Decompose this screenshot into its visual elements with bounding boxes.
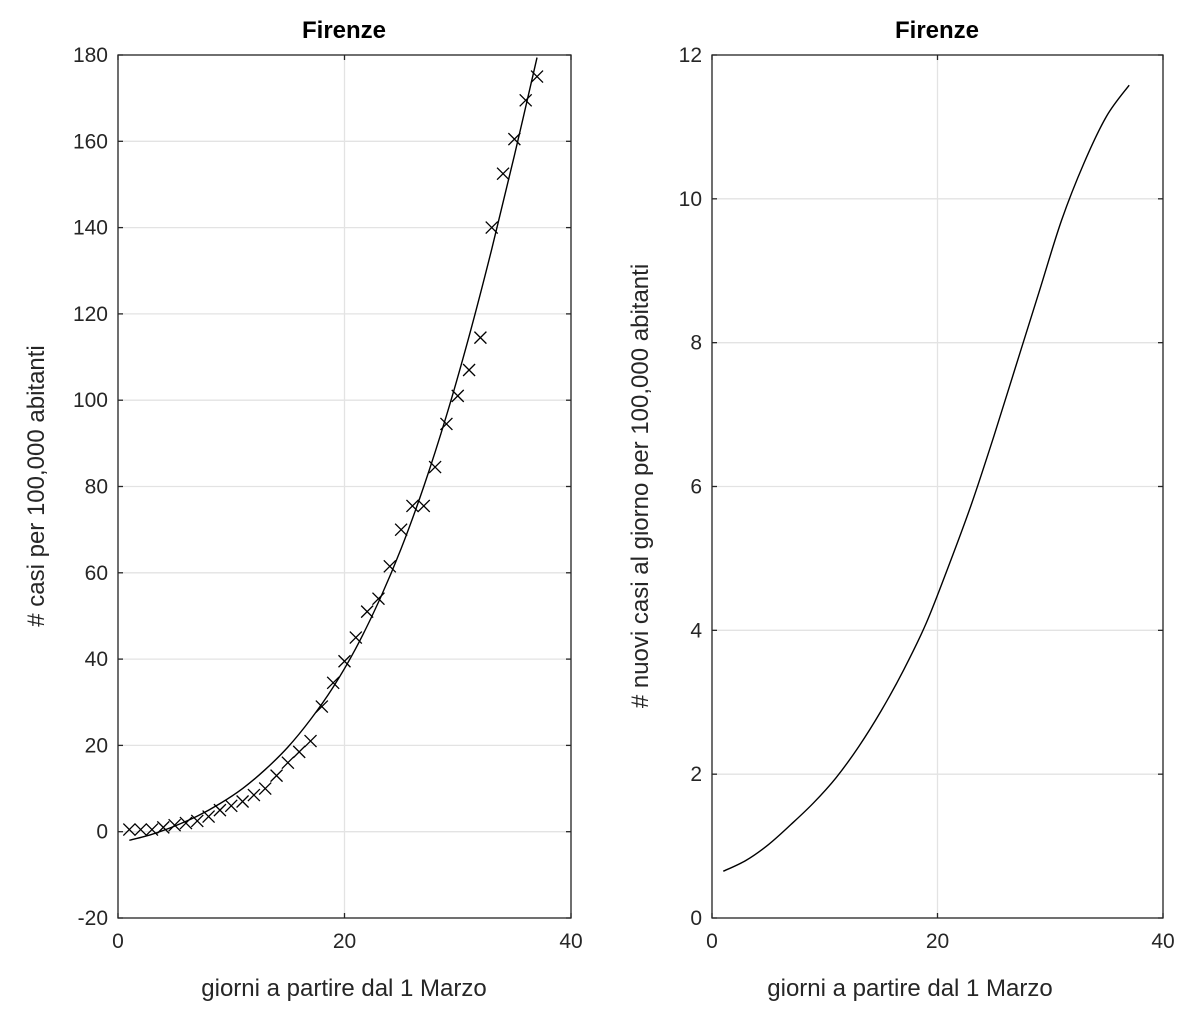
left-data-point-marker (168, 818, 182, 832)
left-ytick-label: 0 (96, 821, 108, 844)
right-ytick-label: 2 (690, 763, 702, 786)
right-ytick-label: 12 (679, 44, 702, 67)
left-xtick-label: 20 (333, 930, 356, 953)
left-data-point-marker (326, 676, 340, 690)
left-data-point-marker (236, 795, 250, 808)
left-data-point-marker (338, 654, 351, 668)
left-xtick-label: 40 (559, 930, 582, 953)
left-data-point-marker (394, 523, 408, 537)
left-data-point-marker (224, 799, 238, 813)
left-ytick-label: 20 (85, 734, 108, 757)
right-grid (711, 54, 1164, 919)
left-data-point-marker (519, 93, 533, 107)
right-ytick-label: 10 (679, 188, 702, 211)
left-ytick-label: 140 (73, 217, 108, 240)
left-ytick-label: 100 (73, 389, 108, 412)
left-axes-box (117, 54, 572, 919)
left-data-point-marker (462, 363, 476, 377)
left-data-point-marker (292, 745, 306, 759)
left-data-point-marker (122, 823, 136, 837)
left-grid (117, 54, 572, 919)
left-data-point-marker (405, 499, 419, 513)
left-ytick-label: 60 (85, 562, 108, 585)
left-data-point-marker (258, 782, 272, 796)
right-daily-line (722, 84, 1130, 872)
left-ytick-label: 120 (73, 303, 108, 326)
left-xlabel: giorni a partire dal 1 Marzo (201, 975, 486, 1002)
right-ytick-label: 4 (690, 619, 702, 642)
left-xtick-label: 0 (112, 930, 124, 953)
right-xtick-label: 20 (926, 930, 949, 953)
right-ytick-label: 0 (690, 907, 702, 930)
right-ylabel: # nuovi casi al giorno per 100,000 abita… (627, 264, 654, 708)
left-ytick-label: 160 (73, 130, 108, 153)
left-data-point-marker (360, 605, 374, 619)
left-fit-line (129, 57, 538, 842)
right-title: Firenze (895, 17, 979, 44)
right-ytick-label: 8 (690, 332, 702, 355)
left-data-point-marker (417, 499, 431, 513)
left-ytick-label: 40 (85, 648, 108, 671)
left-data-point-marker (190, 814, 204, 828)
left-data-point-marker (507, 132, 521, 146)
right-xtick-label: 0 (706, 930, 718, 953)
right-axes-box (711, 54, 1164, 919)
left-data-point-marker (473, 331, 487, 345)
left-data-point-marker (270, 769, 284, 783)
left-data-point-marker (247, 788, 261, 802)
right-ytick-label: 6 (690, 476, 702, 499)
left-ytick-label: 80 (85, 476, 108, 499)
left-data-point-marker (134, 823, 148, 837)
left-axes: Firenze giorni a partire dal 1 Marzo # c… (23, 17, 583, 1002)
left-title: Firenze (302, 17, 386, 44)
right-xlabel: giorni a partire dal 1 Marzo (767, 975, 1052, 1002)
left-ytick-label: 180 (73, 44, 108, 67)
left-data-point-marker (304, 734, 317, 748)
right-axes: Firenze giorni a partire dal 1 Marzo # n… (627, 17, 1175, 1002)
left-data-point-marker (383, 559, 397, 573)
left-ylabel: # casi per 100,000 abitanti (23, 345, 50, 627)
left-ytick-label: -20 (78, 907, 108, 930)
left-data-point-marker (496, 167, 510, 181)
right-xtick-label: 40 (1151, 930, 1174, 953)
left-data-point-marker (281, 756, 295, 770)
